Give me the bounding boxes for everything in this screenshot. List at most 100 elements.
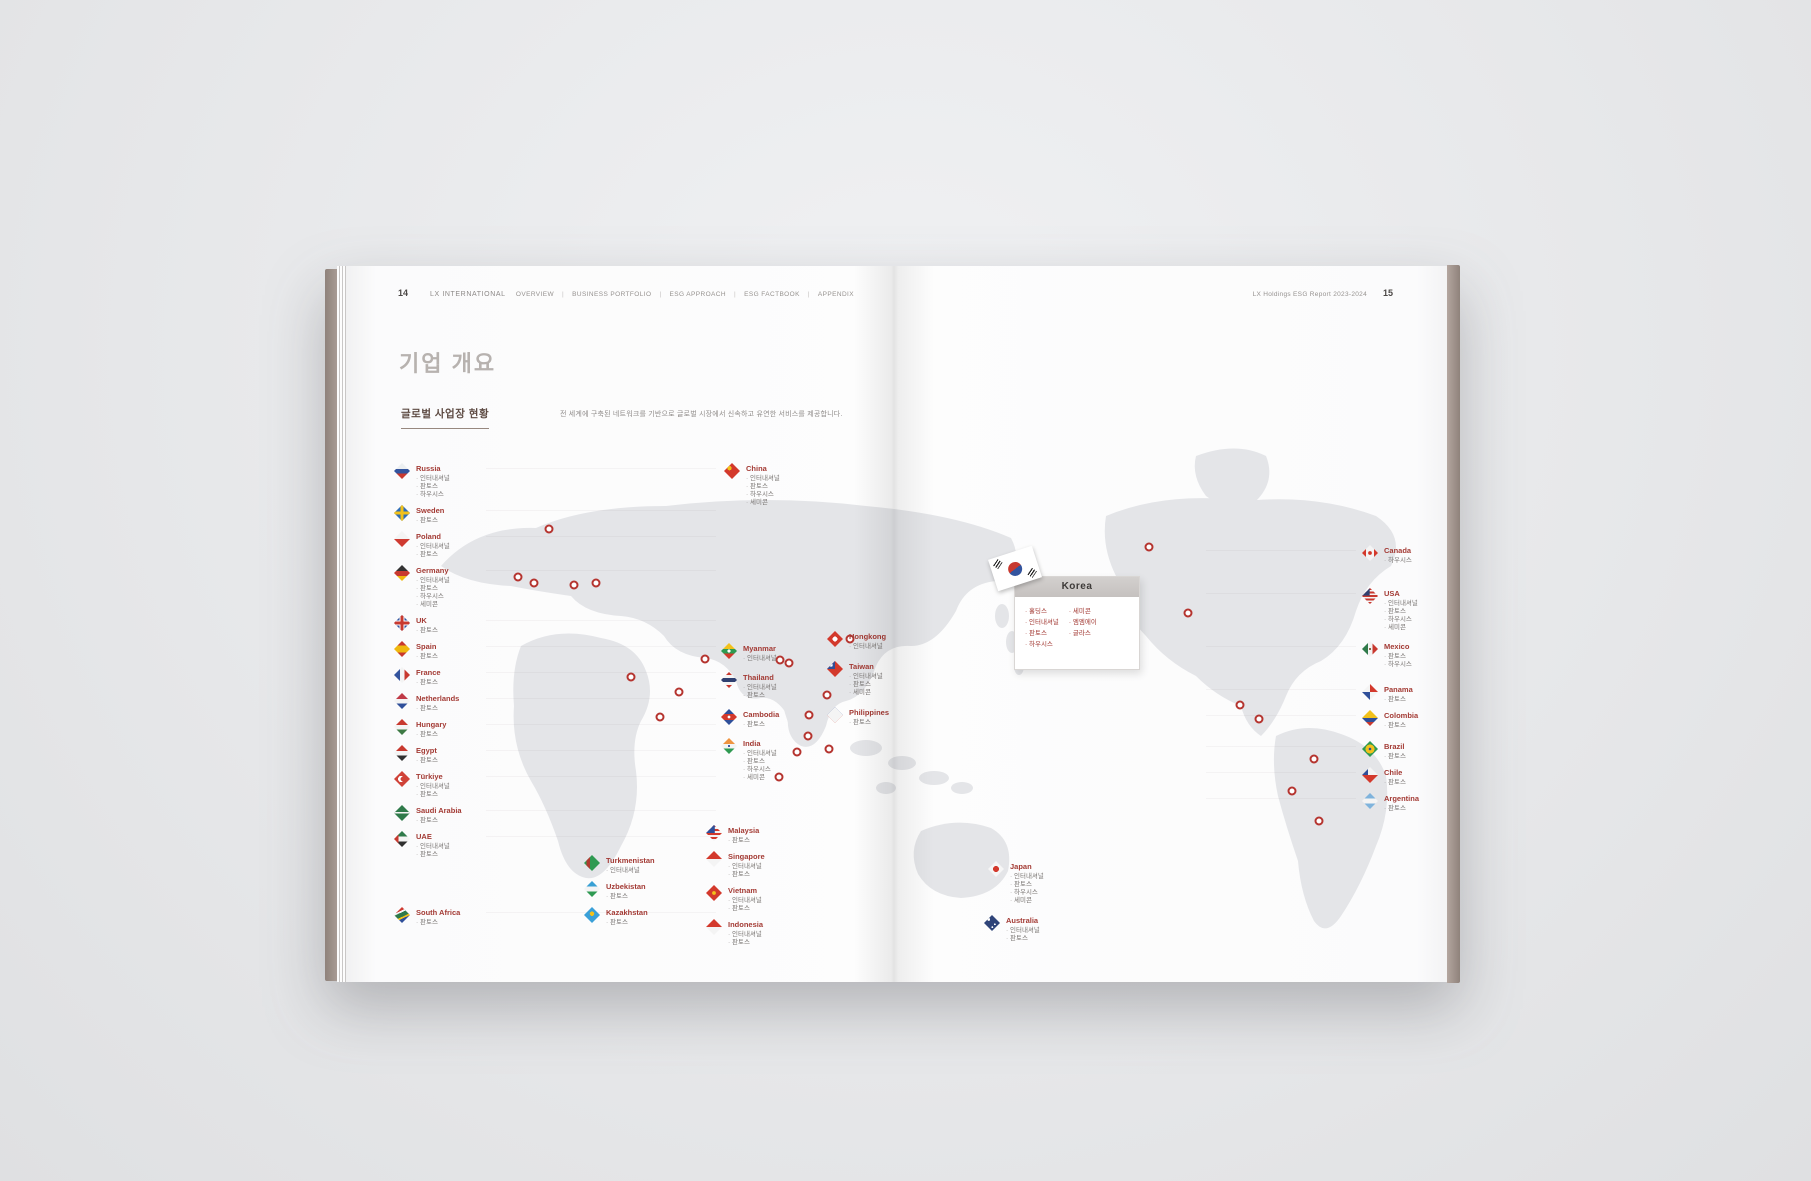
page-number-left: 14 — [398, 288, 409, 298]
affiliate-item: 판토스 — [743, 758, 777, 766]
affiliate-item: 인터내셔널 — [728, 897, 762, 905]
affiliate-item: 하우시스 — [743, 766, 777, 774]
country-name: Brazil — [1384, 742, 1405, 751]
country-text: Thailand 인터내셔널판토스 — [743, 671, 777, 700]
country-text: Brazil 판토스 — [1384, 740, 1406, 761]
location-marker — [655, 712, 665, 722]
country-entry: Malaysia 판토스 — [706, 824, 765, 845]
korea-affiliate-item: 엠엠에이 — [1069, 617, 1097, 628]
country-text: Poland 인터내셔널판토스 — [416, 530, 450, 559]
country-entry: Sweden 판토스 — [394, 504, 715, 525]
nav-item: ESG FACTBOOK — [744, 291, 800, 298]
korea-affiliate-item: 하우시스 — [1025, 639, 1059, 650]
page-title: 기업 개요 — [399, 351, 497, 376]
malaysia-flag-icon — [706, 825, 722, 841]
country-entry: Mexico 판토스하우시스 — [1205, 640, 1419, 669]
country-entry: Singapore 인터내셔널판토스 — [706, 850, 765, 879]
country-group-australia: Australia 인터내셔널판토스 — [984, 914, 1040, 948]
country-text: Saudi Arabia 판토스 — [416, 804, 462, 825]
country-name: Hungary — [416, 720, 447, 729]
korea-affiliate-column-2: 세미콘엠엠에이글라스 — [1069, 606, 1097, 650]
korea-affiliate-item: 인터내셔널 — [1025, 617, 1059, 628]
country-name: Taiwan — [849, 662, 874, 671]
affiliate-list: 인터내셔널판토스하우시스세미콘 — [743, 750, 777, 782]
country-name: Spain — [416, 642, 437, 651]
location-marker — [529, 578, 539, 588]
affiliate-item: 인터내셔널 — [728, 863, 765, 871]
chile-flag-icon — [1362, 767, 1378, 783]
report-spread: 14 LX INTERNATIONAL OVERVIEW | BUSINESS PO… — [325, 263, 1460, 985]
country-text: France 판토스 — [416, 666, 441, 687]
country-entry: Japan 인터내셔널판토스하우시스세미콘 — [988, 860, 1044, 905]
affiliate-list: 하우시스 — [1384, 557, 1412, 565]
location-marker — [544, 524, 554, 534]
affiliate-list: 판토스 — [416, 919, 460, 927]
country-name: Saudi Arabia — [416, 806, 462, 815]
affiliate-item: 판토스 — [606, 893, 646, 901]
page-header-right: LX Holdings ESG Report 2023-2024 15 — [1253, 288, 1393, 298]
affiliate-list: 판토스 — [606, 893, 646, 901]
location-marker — [824, 744, 834, 754]
section-label: 글로벌 사업장 현황 — [401, 406, 490, 429]
affiliate-item: 인터내셔널 — [849, 673, 883, 681]
affiliate-item: 인터내셔널 — [416, 475, 450, 483]
country-text: Russia 인터내셔널판토스하우시스 — [416, 462, 450, 499]
affiliate-item: 세미콘 — [743, 774, 777, 782]
country-entry: Panama 판토스 — [1205, 683, 1419, 704]
affiliate-list: 인터내셔널판토스하우시스세미콘 — [746, 475, 780, 507]
china-flag-icon — [724, 463, 740, 479]
affiliate-list: 판토스 — [1384, 805, 1419, 813]
affiliate-item: 판토스 — [1384, 779, 1406, 787]
affiliate-item: 판토스 — [416, 705, 459, 713]
affiliate-item: 하우시스 — [1384, 557, 1412, 565]
affiliate-list: 판토스 — [1384, 722, 1418, 730]
turkiye-flag-icon — [394, 771, 410, 787]
country-entry: UK 판토스 — [394, 614, 715, 635]
affiliate-item: 세미콘 — [1384, 624, 1418, 632]
affiliate-item: 인터내셔널 — [416, 543, 450, 551]
page-right-content: LX Holdings ESG Report 2023-2024 15 Kore… — [894, 266, 1447, 982]
country-entry: China 인터내셔널판토스하우시스세미콘 — [724, 462, 780, 507]
affiliate-item: 인터내셔널 — [416, 843, 450, 851]
affiliate-list: 인터내셔널 — [743, 655, 777, 663]
country-entry: Australia 인터내셔널판토스 — [984, 914, 1040, 943]
japan-flag-icon — [988, 861, 1004, 877]
affiliate-list: 판토스 — [606, 919, 648, 927]
book-cover-edge-right — [1447, 265, 1460, 983]
country-text: Malaysia 판토스 — [728, 824, 759, 845]
brand-label: LX INTERNATIONAL — [430, 291, 506, 298]
location-marker — [626, 672, 636, 682]
nav-separator: | — [562, 291, 565, 298]
country-name: Turkmenistan — [606, 856, 655, 865]
country-entry: Taiwan 인터내셔널판토스세미콘 — [827, 660, 889, 697]
affiliate-list: 판토스 — [849, 719, 889, 727]
affiliate-item: 인터내셔널 — [606, 867, 655, 875]
korea-box-body: 홀딩스인터내셔널판토스하우시스 세미콘엠엠에이글라스 — [1015, 597, 1139, 659]
country-entry: Netherlands 판토스 — [394, 692, 715, 713]
affiliate-item: 인터내셔널 — [1010, 873, 1044, 881]
affiliate-item: 판토스 — [1384, 722, 1418, 730]
location-marker — [1314, 816, 1324, 826]
affiliate-item: 판토스 — [1384, 805, 1419, 813]
affiliate-list: 인터내셔널판토스하우시스세미콘 — [1384, 600, 1418, 632]
country-group-east-asia: Hongkong 인터내셔널 Taiwan 인터내셔널판토스세미콘 Philip… — [827, 630, 889, 736]
section-description: 전 세계에 구축된 네트워크를 기반으로 글로벌 시장에서 신속하고 유연한 서… — [560, 411, 843, 418]
affiliate-list: 인터내셔널판토스하우시스세미콘 — [1010, 873, 1044, 905]
country-text: Mexico 판토스하우시스 — [1384, 640, 1412, 669]
affiliate-list: 판토스 — [416, 679, 441, 687]
affiliate-list: 인터내셔널판토스하우시스 — [416, 475, 450, 499]
nav-item: APPENDIX — [817, 291, 854, 298]
country-entry: Cambodia 판토스 — [721, 708, 779, 729]
country-name: Indonesia — [728, 920, 764, 929]
country-group-south-asia: Myanmar 인터내셔널 Thailand 인터내셔널판토스 Cambodia… — [721, 642, 779, 790]
philippines-flag-icon — [827, 707, 843, 723]
southafrica-flag-icon — [394, 907, 410, 923]
country-text: Uzbekistan 판토스 — [606, 880, 646, 901]
country-entry: Canada 하우시스 — [1205, 544, 1419, 565]
affiliate-list: 판토스 — [416, 517, 444, 525]
country-text: Netherlands 판토스 — [416, 692, 459, 713]
location-marker — [822, 690, 832, 700]
canada-flag-icon — [1362, 545, 1378, 561]
mexico-flag-icon — [1362, 641, 1378, 657]
